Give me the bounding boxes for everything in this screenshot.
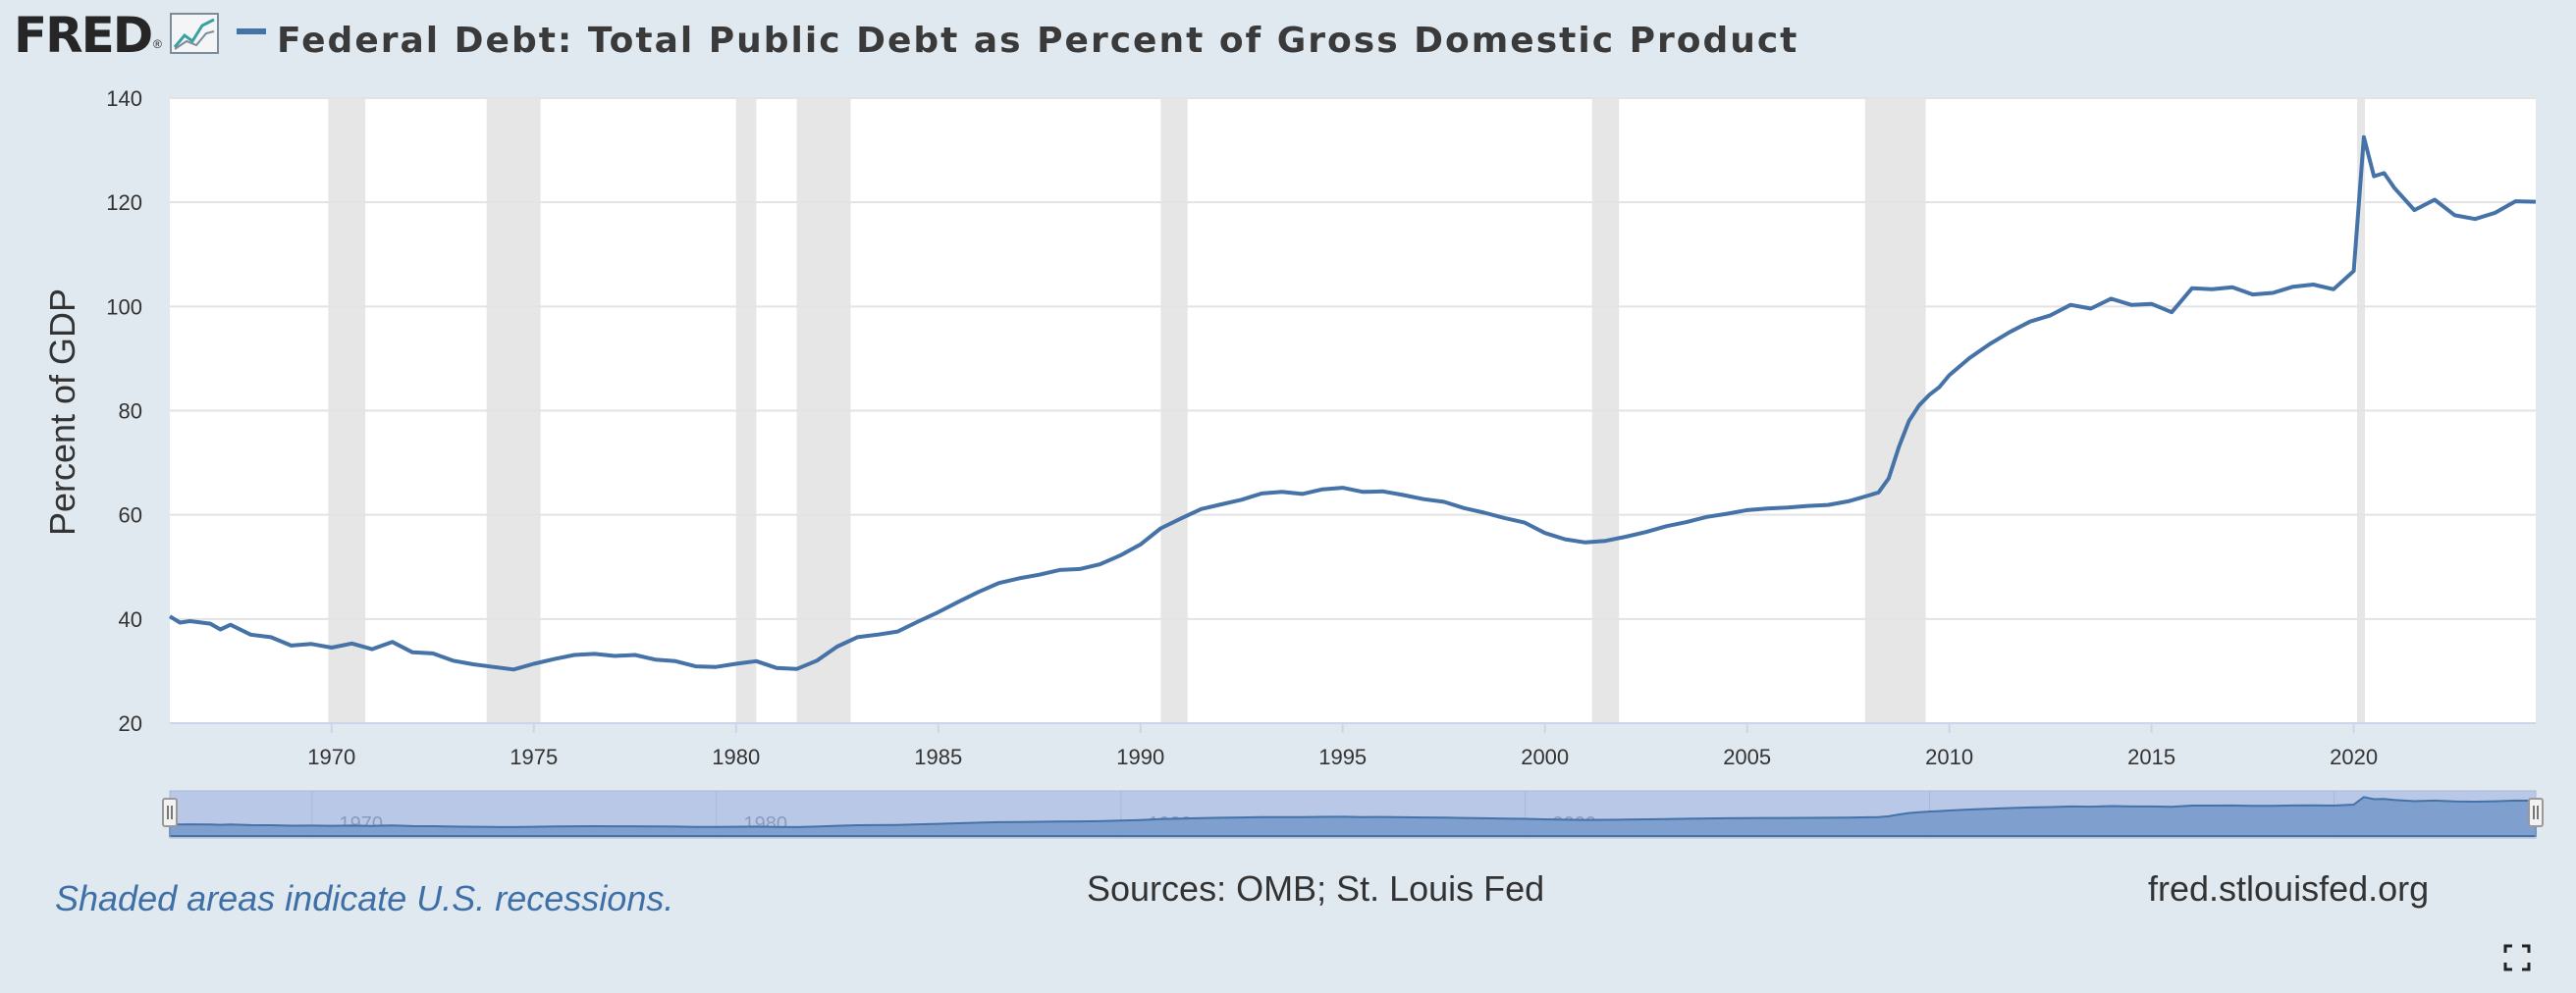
- navigator-left-handle[interactable]: [162, 798, 178, 827]
- y-tick-label: 20: [119, 711, 142, 736]
- x-tick-label: 1995: [1318, 745, 1367, 769]
- y-tick-label: 120: [106, 190, 142, 215]
- x-tick-label: 1970: [307, 745, 355, 769]
- recession-note: Shaded areas indicate U.S. recessions.: [55, 878, 674, 918]
- x-tick-label: 1990: [1116, 745, 1164, 769]
- y-tick-label: 40: [119, 607, 142, 632]
- fullscreen-expand-icon[interactable]: [2503, 944, 2531, 971]
- y-tick-label: 140: [106, 86, 142, 111]
- navigator[interactable]: 197019801990200020102020: [162, 790, 2544, 839]
- x-tick-label: 2010: [1925, 745, 1973, 769]
- y-tick-label: 100: [106, 294, 142, 319]
- x-axis-tick-labels: 1970 1975 1980 1985 1990 1995 2000 2005 2010 2015…: [170, 722, 2536, 769]
- navigator-right-handle[interactable]: [2528, 798, 2544, 827]
- registered-mark: ®: [153, 37, 162, 51]
- y-tick-label: 80: [119, 399, 142, 424]
- x-tick-label: 2015: [2127, 745, 2175, 769]
- x-tick-label: 1980: [712, 745, 760, 769]
- fred-logo[interactable]: FRED: [14, 7, 153, 64]
- x-tick-label: 1985: [914, 745, 962, 769]
- site-link[interactable]: fred.stlouisfed.org: [2148, 868, 2430, 909]
- x-tick-label: 2000: [1521, 745, 1569, 769]
- chart-header: FRED ® Federal Debt: Total Public Debt a…: [0, 0, 2576, 78]
- x-tick-label: 2020: [2330, 745, 2378, 769]
- source-text: Sources: OMB; St. Louis Fed: [1087, 868, 1545, 909]
- y-tick-label: 60: [119, 503, 142, 528]
- chart-title: Federal Debt: Total Public Debt as Perce…: [277, 21, 1799, 61]
- navigator-series-area: [169, 796, 2537, 837]
- series-line: [168, 134, 2537, 672]
- x-tick-label: 2005: [1723, 745, 1771, 769]
- y-axis-label: Percent of GDP: [42, 288, 82, 536]
- y-axis-tick-labels: 20 40 60 80 100 120 140: [106, 86, 142, 736]
- series-legend-swatch: [237, 28, 266, 34]
- x-tick-label: 1975: [510, 745, 558, 769]
- line-chart-icon: [170, 13, 219, 54]
